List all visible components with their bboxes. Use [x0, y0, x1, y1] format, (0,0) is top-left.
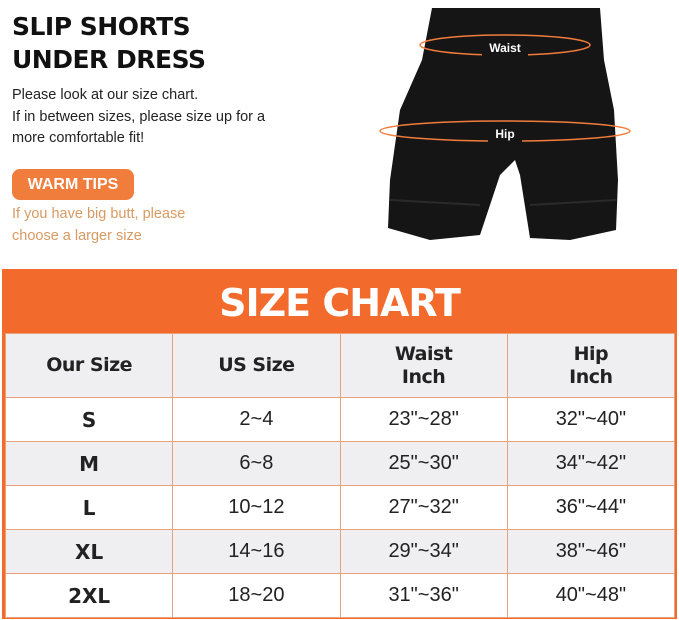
table-row: 2XL 18~20 31"~36" 40"~48": [4, 573, 676, 618]
warm-tips-text: If you have big butt, please choose a la…: [12, 203, 185, 247]
table-row: S 2~4 23"~28" 32"~40": [4, 397, 676, 442]
cell-our-size: L: [4, 485, 174, 530]
cell-hip: 36"~44": [506, 485, 676, 530]
cell-our-size: XL: [4, 529, 174, 574]
header-our-size: Our Size: [4, 333, 174, 398]
cell-waist: 23"~28": [339, 397, 508, 442]
cell-us-size: 18~20: [172, 573, 341, 618]
header-waist: Waist Inch: [339, 333, 508, 398]
cell-waist: 29"~34": [339, 529, 508, 574]
table-row: M 6~8 25"~30" 34"~42": [4, 441, 676, 486]
warm-tips-badge: WARM TIPS: [12, 169, 134, 200]
waist-label: Waist: [489, 41, 521, 55]
table-row: L 10~12 27"~32" 36"~44": [4, 485, 676, 530]
table-header-row: Our Size US Size Waist Inch Hip Inch: [4, 333, 676, 398]
cell-waist: 27"~32": [339, 485, 508, 530]
advice-line: more comfortable fit!: [12, 130, 145, 146]
cell-waist: 31"~36": [339, 573, 508, 618]
hip-label: Hip: [495, 127, 514, 141]
cell-us-size: 14~16: [172, 529, 341, 574]
size-chart: SIZE CHART Our Size US Size Waist Inch Hi…: [2, 269, 677, 619]
table-row: XL 14~16 29"~34" 38"~46": [4, 529, 676, 574]
cell-our-size: S: [4, 397, 174, 442]
product-title: SLIP SHORTS UNDER DRESS: [12, 10, 206, 76]
header-us-size: US Size: [172, 333, 341, 398]
size-table: Our Size US Size Waist Inch Hip Inch S 2~4 2…: [4, 333, 676, 618]
cell-us-size: 10~12: [172, 485, 341, 530]
tips-line: choose a larger size: [12, 228, 142, 244]
advice-line: Please look at our size chart.: [12, 87, 199, 103]
cell-us-size: 6~8: [172, 441, 341, 486]
cell-us-size: 2~4: [172, 397, 341, 442]
cell-hip: 38"~46": [506, 529, 676, 574]
cell-our-size: 2XL: [4, 573, 174, 618]
title-line-2: UNDER DRESS: [12, 45, 206, 74]
advice-line: If in between sizes, please size up for …: [12, 108, 266, 125]
size-advice: Please look at our size chart. If in bet…: [12, 85, 265, 150]
cell-hip: 40"~48": [506, 573, 676, 618]
tips-line: If you have big butt, please: [12, 206, 186, 222]
cell-hip: 34"~42": [506, 441, 676, 486]
header-hip: Hip Inch: [506, 333, 676, 398]
cell-our-size: M: [4, 441, 174, 486]
size-chart-title: SIZE CHART: [219, 281, 461, 325]
cell-hip: 32"~40": [506, 397, 676, 442]
title-line-1: SLIP SHORTS: [12, 12, 191, 41]
cell-waist: 25"~30": [339, 441, 508, 486]
shorts-image: Waist Hip: [379, 8, 631, 240]
